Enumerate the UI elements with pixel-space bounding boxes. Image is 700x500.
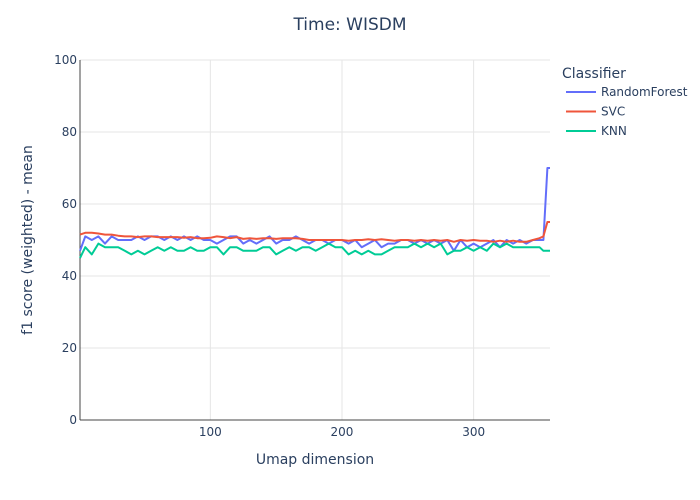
y-tick-label: 40: [62, 269, 77, 283]
legend-title: Classifier: [562, 66, 626, 82]
legend: Classifier RandomForest SVC KNN: [562, 66, 688, 138]
legend-label-svc: SVC: [601, 105, 625, 119]
chart-title: Time: WISDM: [292, 15, 406, 35]
legend-label-randomforest: RandomForest: [601, 85, 688, 99]
series-lines: [79, 167, 550, 259]
y-tick-label: 80: [62, 125, 77, 139]
y-tick-label: 20: [62, 341, 77, 355]
x-tick-label: 100: [199, 425, 222, 439]
y-tick-label: 100: [54, 53, 77, 67]
series-line-svc: [79, 221, 550, 243]
legend-label-knn: KNN: [601, 124, 627, 138]
series-line-knn: [79, 242, 550, 259]
y-axis-title: f1 score (weighted) - mean: [20, 145, 36, 335]
y-tick-label: 0: [69, 413, 77, 427]
x-axis-title: Umap dimension: [256, 452, 374, 468]
y-tick-label: 60: [62, 197, 77, 211]
x-tick-label: 300: [462, 425, 485, 439]
axes: 0 20 40 60 80 100 100 200 300: [54, 53, 550, 439]
x-tick-label: 200: [331, 425, 354, 439]
